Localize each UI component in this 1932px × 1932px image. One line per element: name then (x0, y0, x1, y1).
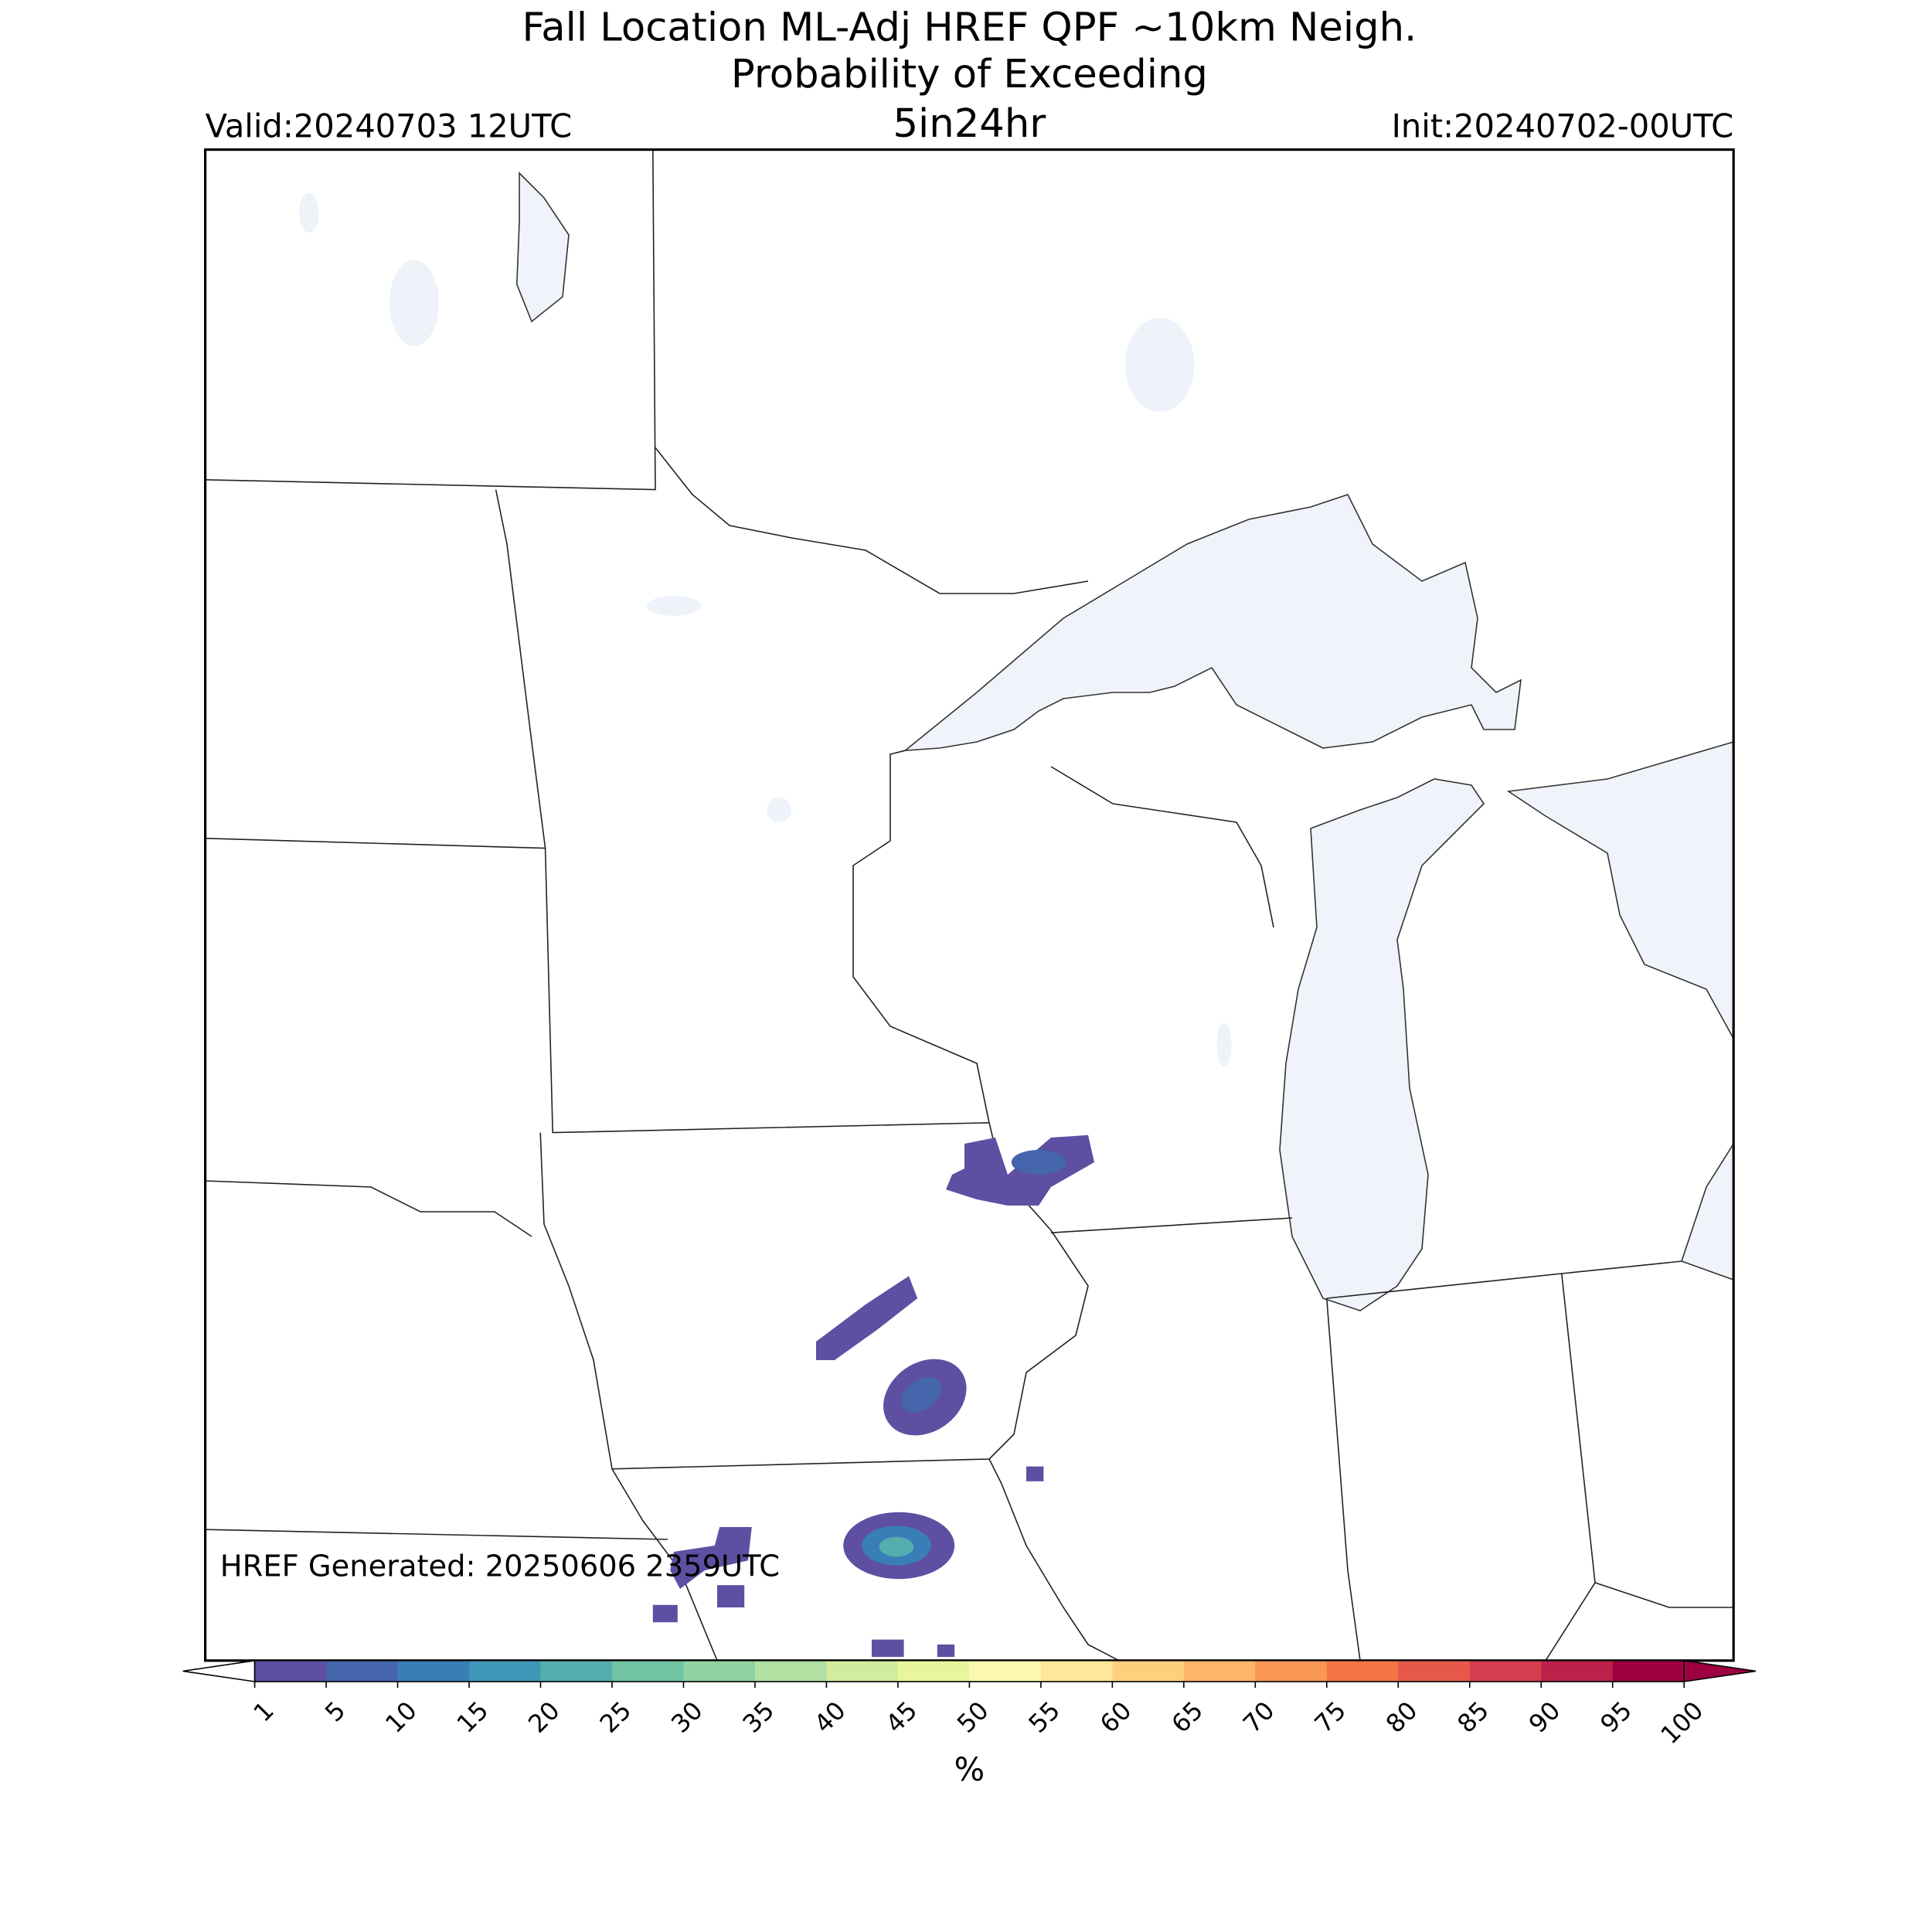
colorbar-tick-label: 95 (1594, 1696, 1638, 1739)
colorbar-tick-label: 35 (737, 1696, 781, 1739)
title-line: Probability of Exceeding (731, 51, 1208, 97)
colorbar-tick-label: 60 (1094, 1696, 1138, 1739)
lake (767, 798, 791, 822)
lake (299, 192, 319, 233)
prob-area (816, 1276, 918, 1360)
map: HREF Generated: 20250606 2359UTC (204, 148, 1735, 1662)
colorbar-segment (683, 1660, 756, 1682)
colorbar-segment (540, 1660, 613, 1682)
lake (389, 260, 439, 346)
colorbar-tick-label: 75 (1308, 1696, 1352, 1739)
colorbar-segment (1612, 1660, 1685, 1682)
colorbar: 1 5 10 15 20 25 30 35 40 45 50 55 60 65 70 75 80 85 90 95 10… (182, 1659, 1757, 1788)
init-time: Init:20240702-00UTC (1392, 107, 1734, 145)
prob-area (1026, 1466, 1044, 1481)
colorbar-segment (397, 1660, 470, 1682)
colorbar-tick-label: 40 (808, 1696, 852, 1739)
colorbar-segment (754, 1660, 828, 1682)
colorbar-segment (1541, 1660, 1614, 1682)
colorbar-tick-label: 70 (1237, 1696, 1281, 1739)
colorbar-segment (1255, 1660, 1328, 1682)
colorbar-tick-label: 30 (665, 1696, 709, 1739)
colorbar-tick-label: 1 (248, 1696, 280, 1727)
colorbar-segment (1183, 1660, 1257, 1682)
colorbar-tick-label: 10 (379, 1696, 423, 1739)
colorbar-segment (612, 1660, 685, 1682)
lake (1216, 1022, 1232, 1067)
lake (515, 172, 570, 323)
colorbar-tick-label: 5 (319, 1696, 351, 1727)
colorbar-extend-over (1683, 1659, 1757, 1682)
colorbar-tick-label: 50 (951, 1696, 995, 1739)
colorbar-segment (826, 1660, 899, 1682)
lake-superior (903, 494, 1522, 752)
map-frame (204, 148, 1735, 1662)
prob-area (652, 1604, 678, 1623)
probability-areas (652, 1134, 1094, 1657)
lake-michigan (1279, 778, 1485, 1311)
colorbar-segment (254, 1660, 327, 1682)
colorbar-tick-label: 55 (1022, 1696, 1066, 1739)
prob-area (879, 1536, 914, 1557)
lake (1125, 318, 1195, 412)
colorbar-tick-label: 45 (879, 1696, 923, 1739)
colorbar-tick-label: 85 (1451, 1696, 1495, 1739)
colorbar-segment (897, 1660, 971, 1682)
lake (646, 596, 702, 616)
colorbar-segment (1469, 1660, 1543, 1682)
prob-area (717, 1585, 745, 1607)
lake-erie (1680, 1142, 1734, 1281)
colorbar-segment (1398, 1660, 1471, 1682)
colorbar-segment (1326, 1660, 1400, 1682)
valid-time: Valid:20240703 12UTC (206, 107, 573, 145)
colorbar-tick-label: 80 (1380, 1696, 1423, 1739)
colorbar-segment (969, 1660, 1042, 1682)
colorbar-segment (1040, 1660, 1114, 1682)
prob-area (670, 1527, 752, 1589)
colorbar-extend-under (182, 1659, 256, 1682)
prob-area (937, 1645, 955, 1657)
colorbar-tick-label: 20 (522, 1696, 566, 1739)
colorbar-segment (1112, 1660, 1185, 1682)
colorbar-tick-label: 65 (1165, 1696, 1209, 1739)
prob-area (872, 1639, 904, 1657)
colorbar-segment (326, 1660, 399, 1682)
colorbar-tick-label: 90 (1523, 1696, 1566, 1739)
prob-area (1011, 1150, 1066, 1175)
colorbar-tick-label: 100 (1655, 1696, 1709, 1750)
lake-huron (1506, 741, 1734, 1039)
title-line: Fall Location ML-Adj HREF QPF ~10km Neig… (522, 4, 1417, 50)
colorbar-tick-label: 25 (594, 1696, 638, 1739)
generated-note: HREF Generated: 20250606 2359UTC (220, 1549, 780, 1583)
colorbar-tick-label: 15 (451, 1696, 495, 1739)
colorbar-label: % (954, 1750, 985, 1788)
title-line: 5in24hr (893, 100, 1046, 147)
colorbar-segment (469, 1660, 542, 1682)
prob-area (900, 1376, 942, 1413)
